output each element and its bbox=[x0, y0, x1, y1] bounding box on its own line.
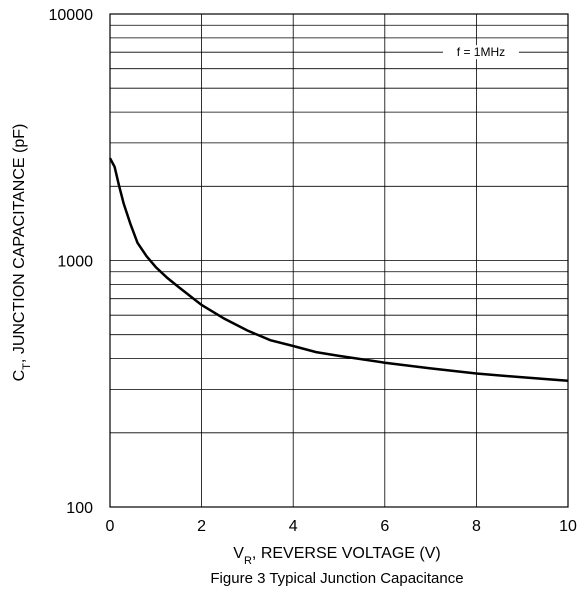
x-tick-label: 2 bbox=[197, 518, 206, 535]
annotation-background bbox=[442, 45, 519, 60]
plot-frame bbox=[109, 13, 569, 508]
x-tick-label: 10 bbox=[559, 518, 577, 535]
y-tick-label: 1000 bbox=[57, 254, 93, 271]
y-tick-labels: 100 1000 10000 bbox=[49, 7, 94, 517]
x-tick-label: 6 bbox=[380, 518, 389, 535]
x-axis-title: VR, REVERSE VOLTAGE (V) bbox=[233, 545, 440, 567]
capacitance-curve bbox=[108, 157, 569, 383]
x-tick-label: 8 bbox=[472, 518, 481, 535]
figure-caption: Figure 3 Typical Junction Capacitance bbox=[210, 570, 463, 587]
x-tick-labels: 0 2 4 6 8 10 bbox=[106, 518, 577, 535]
y-axis-title: CT, JUNCTION CAPACITANCE (pF) bbox=[11, 124, 33, 382]
x-tick-label: 4 bbox=[289, 518, 298, 535]
y-tick-label: 10000 bbox=[49, 7, 94, 24]
grid-lines bbox=[110, 14, 568, 507]
y-tick-label: 100 bbox=[66, 500, 93, 517]
x-tick-label: 0 bbox=[106, 518, 115, 535]
frequency-annotation: f = 1MHz bbox=[457, 45, 505, 59]
